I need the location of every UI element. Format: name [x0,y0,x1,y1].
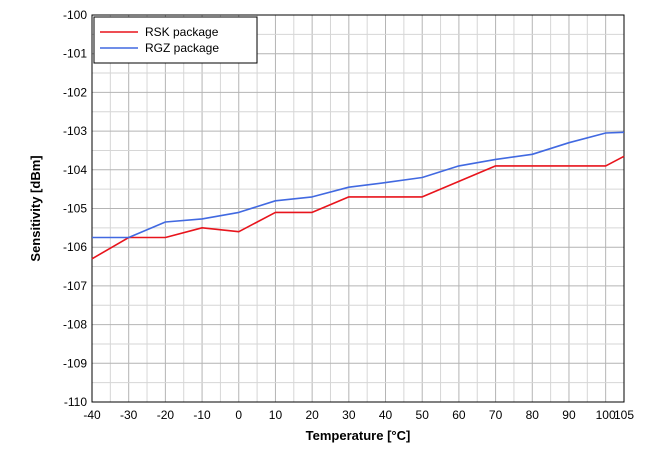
x-tick-label: 90 [562,408,576,422]
x-tick-label: 105 [614,408,634,422]
x-tick-label: 10 [269,408,283,422]
y-tick-label: -106 [63,240,87,254]
x-axis-title: Temperature [°C] [306,428,411,443]
series-line-rsk [91,155,625,260]
y-tick-label: -105 [63,202,87,216]
x-tick-label: 0 [235,408,242,422]
y-tick-label: -104 [63,163,87,177]
y-tick-label: -102 [63,85,87,99]
x-tick-label: 70 [489,408,503,422]
x-tick-label: -30 [120,408,138,422]
plot-border [91,14,625,403]
x-tick-label: 20 [305,408,319,422]
tick-labels: -40 -30 -20 -10 0 10 20 30 40 50 60 70 80 90 100105-10… [63,8,634,422]
x-tick-label: 30 [342,408,356,422]
y-tick-label: -108 [63,318,87,332]
x-tick-label: -20 [157,408,175,422]
y-tick-label: -103 [63,124,87,138]
y-tick-label: -109 [63,356,87,370]
y-tick-label: -107 [63,279,87,293]
x-tick-label: -10 [193,408,211,422]
series-line-rgz [92,131,625,239]
series-layer [91,131,625,260]
x-tick-label: 40 [379,408,393,422]
x-tick-label: 50 [416,408,430,422]
legend-label-rsk: RSK package [145,25,219,39]
x-tick-label: 100 [596,408,616,422]
legend-box [93,16,258,64]
legend: RSK package RGZ package [93,16,258,64]
y-axis-title: Sensitivity [dBm] [28,155,43,261]
x-tick-label: -40 [83,408,101,422]
y-tick-label: -110 [64,395,87,409]
y-tick-label: -100 [63,8,87,22]
y-tick-label: -101 [63,47,87,61]
grid-layer [91,14,625,403]
legend-label-rgz: RGZ package [145,41,219,55]
x-tick-label: 60 [452,408,466,422]
x-tick-label: 80 [526,408,540,422]
